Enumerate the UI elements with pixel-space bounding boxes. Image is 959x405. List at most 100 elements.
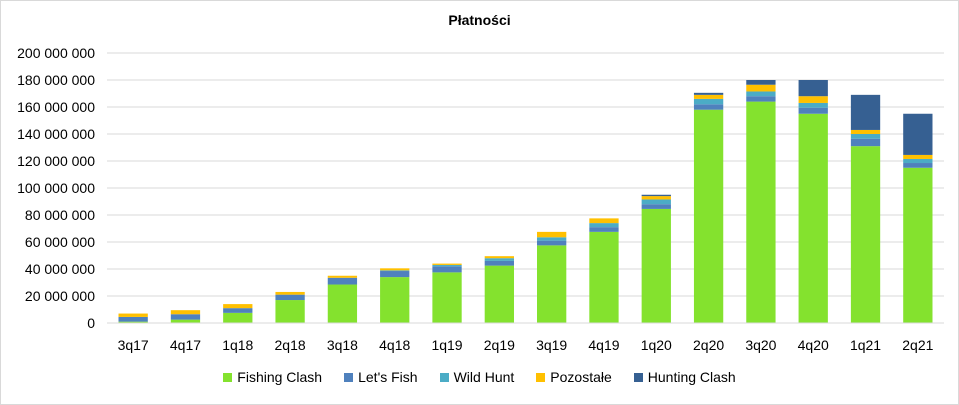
- y-tick-label: 180 000 000: [17, 72, 95, 88]
- x-tick-label: 4q19: [588, 337, 619, 353]
- legend-label: Pozostałe: [550, 369, 612, 385]
- bar-segment: [380, 268, 410, 271]
- bar-segment: [380, 271, 410, 278]
- y-tick-label: 100 000 000: [17, 180, 95, 196]
- x-tick-label: 2q20: [693, 337, 724, 353]
- bar-segment: [746, 80, 776, 85]
- legend-swatch: [439, 372, 449, 382]
- y-tick-label: 60 000 000: [25, 234, 95, 250]
- legend-item-pozostale: Pozostałe: [536, 369, 612, 385]
- bar-segment: [850, 134, 881, 139]
- chart-title: Płatności: [448, 12, 511, 28]
- bar-segment: [798, 96, 828, 103]
- bar-segment: [641, 199, 671, 205]
- y-tick-label: 40 000 000: [25, 261, 95, 277]
- legend-swatch: [633, 372, 643, 382]
- bar-segment: [746, 101, 776, 323]
- legend-item-hunting-clash: Hunting Clash: [633, 369, 736, 385]
- bar-segment: [693, 109, 724, 323]
- legend-label: Wild Hunt: [453, 369, 515, 385]
- bar-segment: [589, 218, 619, 224]
- bar-segment: [850, 138, 881, 147]
- legend-item-fishing-clash: Fishing Clash: [223, 369, 322, 385]
- x-tick-label: 1q20: [641, 337, 672, 353]
- bar-segment: [118, 313, 148, 317]
- chart-legend: Fishing Clash Let's Fish Wild Hunt Pozos…: [0, 369, 959, 385]
- bar-segment: [170, 319, 201, 323]
- x-tick-label: 3q18: [327, 337, 358, 353]
- bar-segment: [693, 98, 724, 105]
- bar-segment: [327, 275, 358, 278]
- legend-item-lets-fish: Let's Fish: [344, 369, 418, 385]
- bar-segment: [327, 284, 358, 323]
- bar-segment: [223, 308, 253, 313]
- bar-segment: [693, 92, 724, 95]
- bar-segment: [798, 80, 828, 97]
- bar-segment: [432, 272, 462, 323]
- bar-segment: [798, 113, 828, 323]
- y-tick-label: 80 000 000: [25, 207, 95, 223]
- bar-segment: [903, 113, 933, 155]
- bar-segment: [484, 258, 514, 261]
- bar-segment: [275, 300, 305, 323]
- bar-segment: [903, 167, 933, 323]
- bar-segment: [432, 264, 462, 267]
- bar-segment: [589, 223, 619, 228]
- legend-swatch: [344, 372, 354, 382]
- bar-segment: [693, 104, 724, 110]
- y-tick-label: 0: [87, 315, 95, 331]
- y-tick-label: 120 000 000: [17, 153, 95, 169]
- bar-segment: [223, 312, 253, 323]
- bar-segment: [589, 231, 619, 323]
- bar-segment: [484, 260, 514, 266]
- bar-segment: [850, 146, 881, 323]
- bar-segment: [537, 240, 567, 246]
- legend-label: Let's Fish: [358, 369, 418, 385]
- bar-segment: [327, 277, 358, 285]
- x-tick-label: 1q21: [850, 337, 881, 353]
- bar-segment: [693, 94, 724, 99]
- bar-segment: [641, 208, 671, 323]
- legend-swatch: [536, 372, 546, 382]
- bar-segment: [746, 84, 776, 92]
- bar-segment: [850, 94, 881, 130]
- x-tick-label: 4q20: [798, 337, 829, 353]
- bar-segment: [118, 321, 148, 323]
- x-tick-label: 3q17: [118, 337, 149, 353]
- legend-item-wild-hunt: Wild Hunt: [439, 369, 515, 385]
- bar-segment: [170, 310, 201, 315]
- bar-segment: [903, 154, 933, 159]
- legend-swatch: [223, 372, 233, 382]
- legend-label: Hunting Clash: [647, 369, 736, 385]
- bar-segment: [223, 304, 253, 309]
- x-tick-label: 4q18: [379, 337, 410, 353]
- y-tick-label: 200 000 000: [17, 45, 95, 61]
- legend-label: Fishing Clash: [237, 369, 323, 385]
- bar-segment: [380, 277, 410, 323]
- bar-segment: [275, 294, 305, 301]
- bar-segment: [118, 316, 148, 322]
- x-tick-label: 2q19: [484, 337, 515, 353]
- bar-segment: [432, 266, 462, 273]
- bar-segment: [380, 270, 410, 272]
- bar-segment: [746, 96, 776, 102]
- bar-segment: [641, 204, 671, 209]
- x-tick-label: 3q19: [536, 337, 567, 353]
- bar-segment: [537, 231, 567, 238]
- bar-segment: [903, 158, 933, 164]
- bar-segment: [432, 263, 462, 265]
- bar-segment: [170, 314, 201, 320]
- x-tick-label: 1q18: [222, 337, 253, 353]
- bar-segment: [746, 91, 776, 97]
- x-tick-label: 3q20: [745, 337, 776, 353]
- x-tick-label: 4q17: [170, 337, 201, 353]
- bar-segment: [850, 129, 881, 134]
- bar-segment: [903, 163, 933, 168]
- bar-segment: [537, 245, 567, 323]
- bar-segment: [641, 196, 671, 200]
- bar-segment: [798, 107, 828, 114]
- y-tick-label: 20 000 000: [25, 288, 95, 304]
- x-tick-label: 2q18: [275, 337, 306, 353]
- x-tick-label: 2q21: [902, 337, 933, 353]
